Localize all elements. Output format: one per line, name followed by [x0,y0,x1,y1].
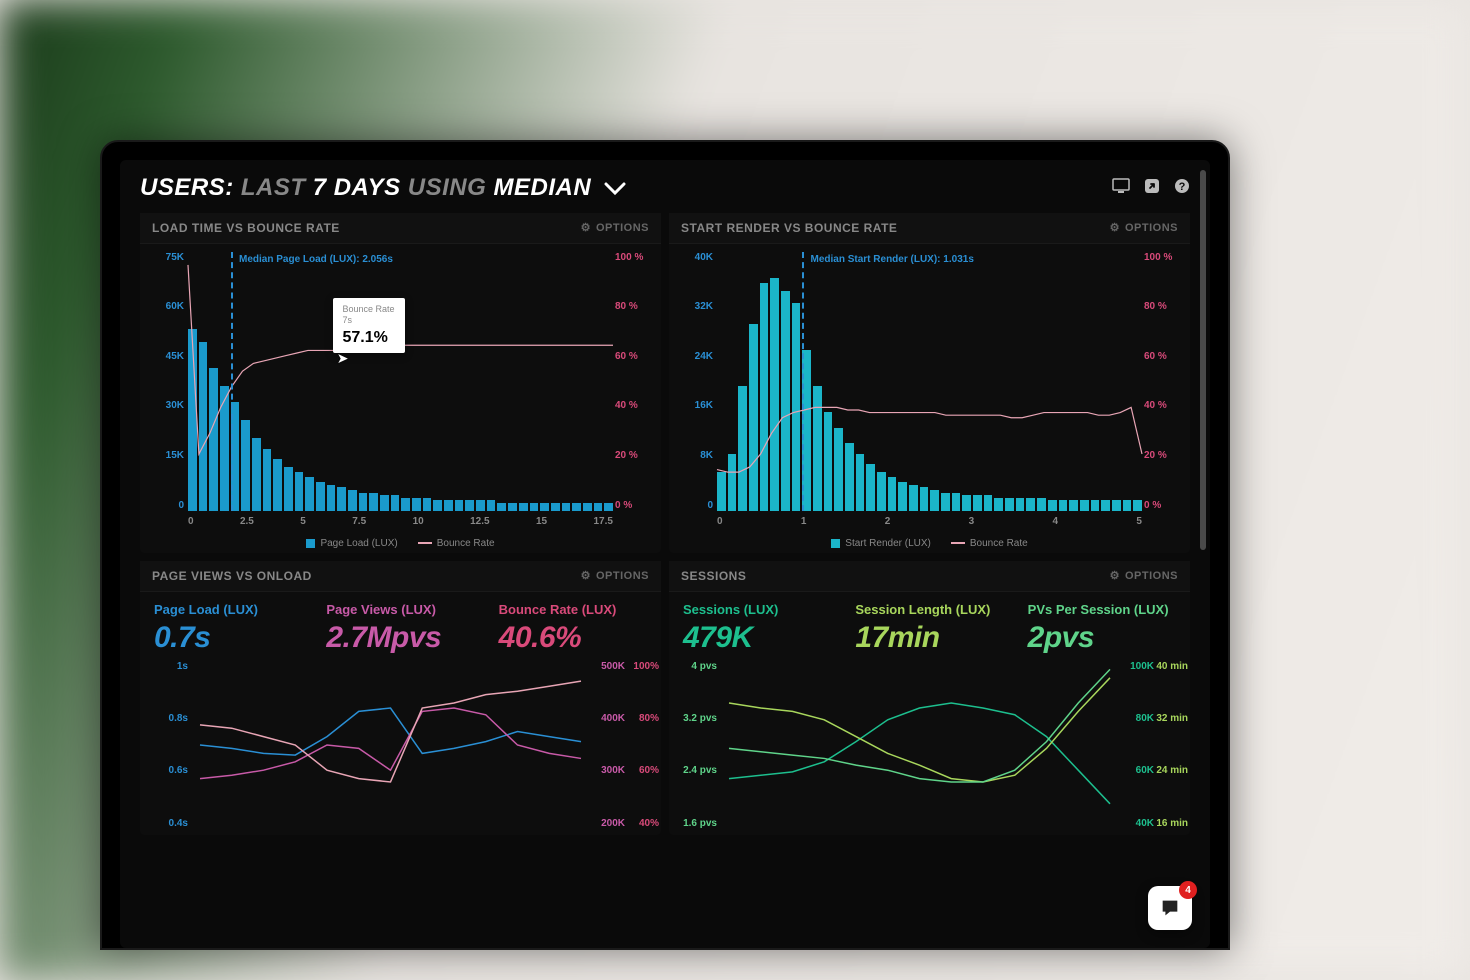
gear-icon: ⚙ [581,569,591,582]
top-icon-bar: ? [1112,178,1190,199]
plot-area: Median Start Render (LUX): 1.031s [717,252,1142,511]
plot-area: Median Page Load (LUX): 2.056s Bounce Ra… [188,252,613,511]
y-axis-left: 1s0.8s0.6s0.4s [148,661,188,829]
line-bounce-rate [188,252,613,511]
tooltip-bounce-rate: Bounce Rate 7s 57.1% [333,298,405,353]
chat-notification-badge: 4 [1179,881,1197,899]
panel-title: SESSIONS [681,569,746,583]
median-label: Median Start Render (LUX): 1.031s [811,254,974,265]
title-bold2: MEDIAN [493,174,591,201]
panel-title: PAGE VIEWS VS ONLOAD [152,569,312,583]
options-button[interactable]: ⚙OPTIONS [581,221,649,234]
metric[interactable]: Bounce Rate (LUX)40.6% [499,602,647,655]
y-axis-right-1: 500K400K300K200K [585,661,625,829]
svg-text:?: ? [1179,181,1186,193]
panel-page-views-vs-onload: PAGE VIEWS VS ONLOAD ⚙OPTIONS Page Load … [140,561,661,835]
panel-sessions: SESSIONS ⚙OPTIONS Sessions (LUX)479KSess… [669,561,1190,835]
x-axis: 012345 [717,516,1142,527]
title-mid2: USING [408,174,487,201]
y-axis-left: 75K60K45K30K15K0 [146,252,184,511]
gear-icon: ⚙ [1110,221,1120,234]
tooltip-value: 57.1% [343,328,395,347]
title-bold1: 7 DAYS [313,174,401,201]
metric[interactable]: Session Length (LUX)17min [855,602,1003,655]
page-title[interactable]: USERS: LAST 7 DAYS USING MEDIAN [140,174,626,203]
x-axis: 02.557.51012.51517.5 [188,516,613,527]
chart-start-render[interactable]: 40K32K24K16K8K0 100 %80 %60 %40 %20 %0 %… [669,244,1190,553]
options-button[interactable]: ⚙OPTIONS [1110,569,1178,582]
y-axis-right: 100 %80 %60 %40 %20 %0 % [615,252,655,511]
multi-line [200,661,581,829]
metric[interactable]: Page Views (LUX)2.7Mpvs [326,602,474,655]
median-line [802,252,804,511]
panel-title: START RENDER VS BOUNCE RATE [681,221,897,235]
line-bounce-rate [717,252,1142,511]
median-label: Median Page Load (LUX): 2.056s [239,254,393,265]
panel-header: PAGE VIEWS VS ONLOAD ⚙OPTIONS [140,561,661,592]
metrics-row: Page Load (LUX)0.7s Page Views (LUX)2.7Mp… [140,592,661,655]
panel-header: START RENDER VS BOUNCE RATE ⚙OPTIONS [669,213,1190,244]
help-icon[interactable]: ? [1174,178,1190,199]
monitor-icon[interactable] [1112,178,1130,199]
chat-button[interactable]: 4 [1148,886,1192,930]
metric[interactable]: Sessions (LUX)479K [683,602,831,655]
y-axis-right-2: 100%80%60%40% [627,661,659,829]
scrollbar[interactable] [1200,170,1206,550]
legend: Start Render (LUX)Bounce Rate [669,538,1190,549]
panel-load-time-vs-bounce: LOAD TIME VS BOUNCE RATE ⚙OPTIONS 75K60K… [140,213,661,553]
share-icon[interactable] [1144,178,1160,199]
y-axis-left: 4 pvs3.2 pvs2.4 pvs1.6 pvs [677,661,717,829]
options-button[interactable]: ⚙OPTIONS [1110,221,1178,234]
y-axis-right-1: 100K80K60K40K [1114,661,1154,829]
tooltip-label: Bounce Rate [343,304,395,315]
panel-header: LOAD TIME VS BOUNCE RATE ⚙OPTIONS [140,213,661,244]
panel-grid: LOAD TIME VS BOUNCE RATE ⚙OPTIONS 75K60K… [120,213,1210,835]
gear-icon: ⚙ [581,221,591,234]
y-axis-right-2: 40 min32 min24 min16 min [1156,661,1188,829]
cursor-icon: ➤ [337,350,349,367]
panel-start-render-vs-bounce: START RENDER VS BOUNCE RATE ⚙OPTIONS 40K… [669,213,1190,553]
y-axis-right: 100 %80 %60 %40 %20 %0 % [1144,252,1184,511]
legend: Page Load (LUX)Bounce Rate [140,538,661,549]
title-mid1: LAST [241,174,306,201]
metric[interactable]: PVs Per Session (LUX)2pvs [1028,602,1176,655]
metrics-row: Sessions (LUX)479K Session Length (LUX)17… [669,592,1190,655]
options-button[interactable]: ⚙OPTIONS [581,569,649,582]
metric[interactable]: Page Load (LUX)0.7s [154,602,302,655]
laptop-frame: USERS: LAST 7 DAYS USING MEDIAN ? LOAD T… [100,140,1230,950]
median-line [231,252,233,511]
panel-header: SESSIONS ⚙OPTIONS [669,561,1190,592]
tooltip-sublabel: 7s [343,315,395,326]
y-axis-left: 40K32K24K16K8K0 [675,252,713,511]
multi-line [729,661,1110,829]
chart-sessions[interactable]: 4 pvs3.2 pvs2.4 pvs1.6 pvs 100K80K60K40K… [669,655,1190,835]
plot-area [729,661,1110,829]
title-prefix: USERS: [140,174,234,201]
panel-title: LOAD TIME VS BOUNCE RATE [152,221,340,235]
chevron-down-icon[interactable] [604,175,626,203]
gear-icon: ⚙ [1110,569,1120,582]
dashboard-screen: USERS: LAST 7 DAYS USING MEDIAN ? LOAD T… [120,160,1210,948]
plot-area [200,661,581,829]
top-bar: USERS: LAST 7 DAYS USING MEDIAN ? [120,160,1210,213]
chart-load-time[interactable]: 75K60K45K30K15K0 100 %80 %60 %40 %20 %0 … [140,244,661,553]
chart-page-views[interactable]: 1s0.8s0.6s0.4s 500K400K300K200K 100%80%6… [140,655,661,835]
